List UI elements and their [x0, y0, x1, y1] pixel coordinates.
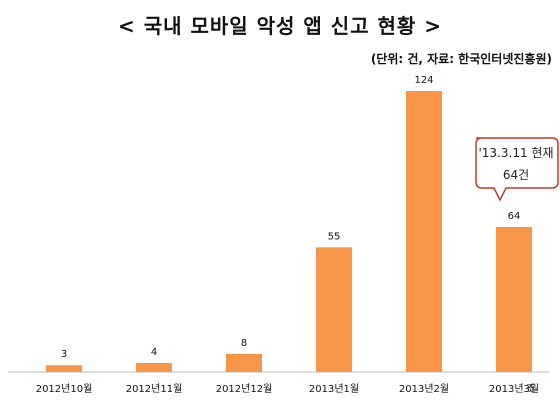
- data-label-1: 3: [61, 349, 67, 360]
- x-tick-label-5: 2013년2월: [399, 383, 449, 395]
- bar-1: [46, 365, 82, 372]
- x-tick-label-6: 2013년3월: [489, 383, 539, 395]
- x-tick-label-3: 2012년12월: [216, 383, 273, 395]
- chart-title: < 국내 모바일 악성 앱 신고 현황 >: [117, 14, 443, 38]
- bar-2: [136, 362, 172, 372]
- x-tick-label-4: 2013년1월: [309, 383, 359, 395]
- bar-4: [316, 247, 352, 372]
- annotation-text: '13.3.11 현재 64건: [472, 142, 560, 186]
- annotation-line1: '13.3.11 현재: [478, 146, 554, 160]
- chart-unit-note: (단위: 건, 자료: 한국인터넷진흥원): [370, 52, 552, 66]
- bar-6: [496, 226, 532, 372]
- annotation-callout: [475, 137, 559, 202]
- data-label-5: 124: [414, 75, 433, 86]
- bar-3: [226, 353, 262, 372]
- data-label-4: 55: [328, 231, 341, 242]
- x-tick-label-2: 2012년11월: [126, 383, 183, 395]
- x-tick-extra-label: 조: [526, 384, 535, 395]
- data-label-2: 4: [151, 347, 157, 358]
- data-label-3: 8: [241, 338, 247, 349]
- bar-5: [406, 91, 442, 372]
- data-label-6: 64: [508, 211, 521, 222]
- annotation-line2: 64건: [502, 168, 530, 182]
- x-tick-label-1: 2012년10월: [36, 383, 93, 395]
